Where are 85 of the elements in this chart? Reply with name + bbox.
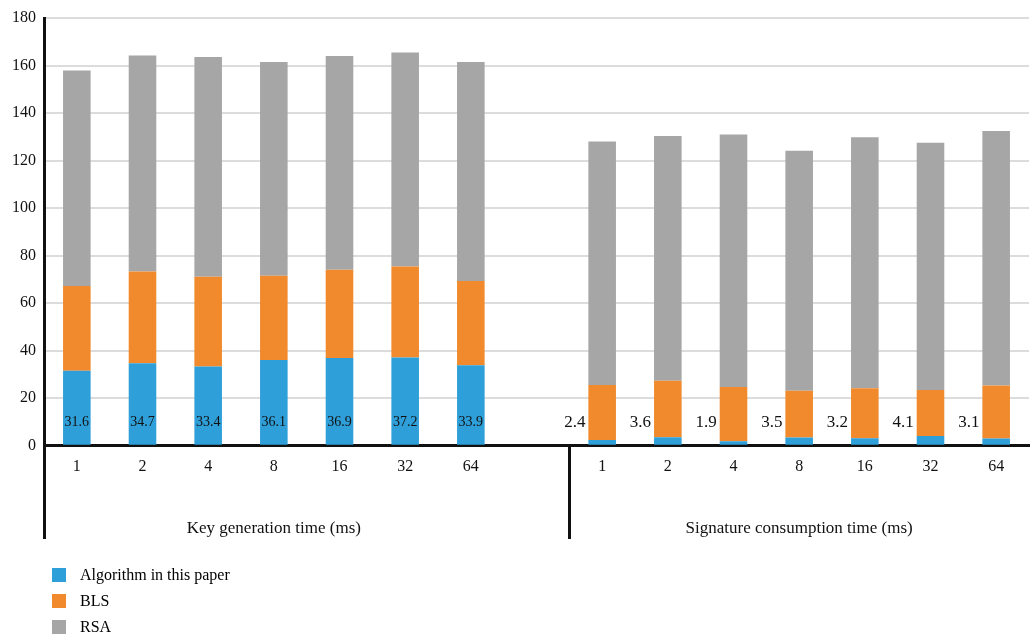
legend-label: Algorithm in this paper: [80, 566, 230, 584]
bar: [588, 141, 616, 385]
bar: [63, 370, 91, 445]
y-tick-label: 100: [12, 198, 36, 216]
data-label: 3.5: [761, 412, 783, 432]
y-tick-label: 0: [28, 436, 36, 453]
data-label: 3.6: [629, 412, 652, 432]
bar: [457, 281, 485, 366]
data-label: 34.7: [130, 414, 155, 430]
bar: [457, 61, 485, 282]
bar: [916, 389, 945, 437]
text: Signature consumption time (ms): [685, 518, 913, 538]
bar: [654, 380, 682, 438]
bar: [785, 437, 813, 445]
data-label: 1.9: [695, 412, 717, 432]
bar: [654, 136, 682, 381]
bar: [851, 438, 879, 445]
bar: [851, 137, 879, 389]
y-tick-label: 140: [12, 103, 36, 121]
bar: [391, 357, 419, 445]
bar: [63, 286, 91, 371]
bar: [851, 388, 879, 439]
x-tick-label: 16: [331, 456, 348, 474]
data-label: 33.4: [195, 414, 221, 430]
bar: [325, 358, 354, 445]
bar: [194, 366, 222, 445]
bar: [982, 130, 1010, 386]
x-tick-label: 2: [663, 456, 672, 474]
data-label: 31.6: [64, 414, 90, 430]
data-label: 37.2: [392, 414, 418, 430]
y-tick-label: 160: [12, 55, 36, 73]
legend-label: BLS: [80, 592, 110, 610]
y-tick-label: 20: [20, 388, 36, 406]
bar: [719, 441, 748, 445]
bar: [63, 70, 91, 287]
bar: [457, 365, 485, 445]
x-tick-label: 64: [462, 456, 479, 474]
bar: [325, 56, 354, 270]
bar: [982, 385, 1010, 439]
y-tick-label: 80: [20, 245, 36, 263]
x-tick-label: 2: [138, 456, 147, 474]
data-label: 36.9: [327, 414, 352, 430]
x-tick-label: 8: [269, 456, 278, 474]
bar: [128, 271, 157, 364]
x-tick-label: 4: [729, 456, 738, 474]
bar: [194, 56, 222, 277]
data-label: 36.1: [261, 414, 287, 430]
bar: [654, 437, 682, 445]
bar: [588, 440, 616, 445]
bar: [260, 61, 288, 276]
y-tick-label: 60: [20, 293, 36, 311]
x-tick-label: 4: [204, 456, 213, 474]
x-tick-label: 8: [795, 456, 804, 474]
text: Key generation time (ms): [186, 518, 361, 538]
bar: [325, 269, 354, 359]
bar: [128, 55, 157, 272]
bar: [916, 436, 945, 445]
bar: [260, 275, 288, 360]
bar: [391, 52, 419, 267]
x-tick-label: 16: [856, 456, 873, 474]
data-label: 2.4: [564, 412, 586, 432]
legend-label: RSA: [80, 618, 112, 636]
data-label: 33.9: [458, 414, 484, 430]
bar: [194, 276, 222, 367]
bar: [916, 142, 945, 390]
bar: [128, 363, 157, 445]
bar: [982, 438, 1010, 445]
data-label: 4.1: [892, 412, 914, 432]
bar: [719, 134, 748, 388]
y-tick-label: 180: [12, 8, 36, 26]
x-tick-label: 1: [72, 456, 81, 474]
bar: [588, 384, 616, 441]
bar: [785, 390, 813, 438]
bar: [391, 266, 419, 358]
x-tick-label: 64: [988, 456, 1005, 474]
y-tick-label: 120: [12, 150, 36, 168]
bar: [719, 387, 748, 442]
x-tick-label: 32: [397, 456, 414, 474]
data-label: 3.1: [958, 412, 980, 432]
bar: [260, 360, 288, 445]
x-tick-label: 1: [598, 456, 607, 474]
x-tick-label: 32: [922, 456, 939, 474]
bar: [785, 150, 813, 391]
y-tick-label: 40: [20, 340, 36, 358]
data-label: 3.2: [826, 412, 849, 432]
